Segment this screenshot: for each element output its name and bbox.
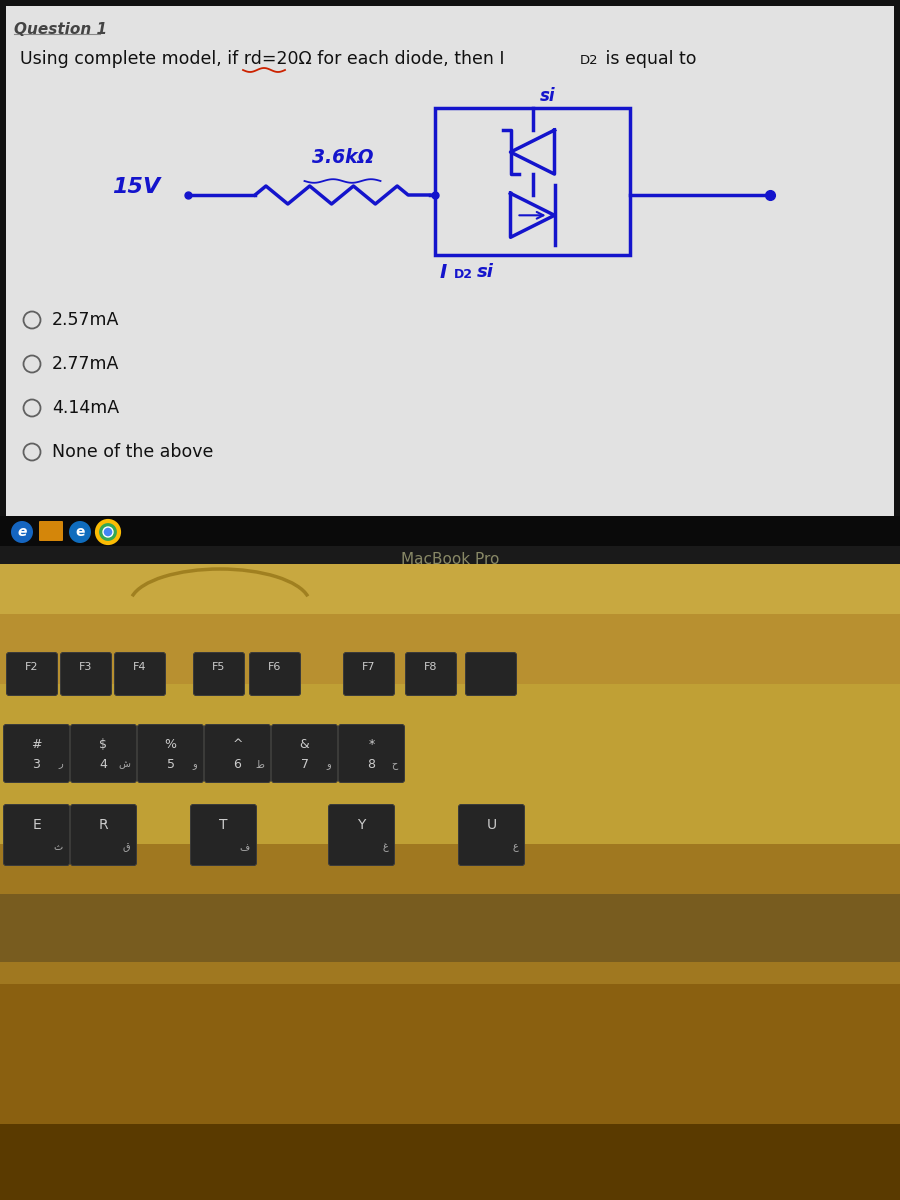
Text: 3: 3 [32,758,40,770]
Text: D2: D2 [580,54,598,67]
Text: و: و [326,760,331,769]
FancyBboxPatch shape [4,804,69,865]
FancyBboxPatch shape [138,725,203,782]
Text: Y: Y [357,818,365,832]
Text: MacBook Pro: MacBook Pro [400,552,500,568]
Text: ح: ح [392,760,398,769]
Bar [0,614,900,684]
Bar [0,0,900,546]
FancyBboxPatch shape [6,653,58,696]
Text: 15V: 15V [112,176,160,197]
Text: ر: ر [58,760,63,769]
Text: ^: ^ [232,738,243,751]
Text: si: si [540,86,555,104]
Text: ش: ش [118,760,130,769]
FancyBboxPatch shape [406,653,456,696]
FancyBboxPatch shape [114,653,166,696]
FancyBboxPatch shape [60,653,112,696]
FancyBboxPatch shape [204,725,271,782]
FancyBboxPatch shape [338,725,404,782]
Text: D2: D2 [454,268,473,281]
Circle shape [103,527,113,538]
Text: F4: F4 [133,662,147,672]
Text: e: e [76,526,85,539]
Text: 7: 7 [301,758,309,770]
Text: غ: غ [382,841,388,852]
Text: 4: 4 [100,758,107,770]
FancyBboxPatch shape [191,804,256,865]
Text: None of the above: None of the above [52,443,213,461]
Text: ف: ف [240,841,250,852]
Text: F2: F2 [25,662,39,672]
FancyBboxPatch shape [194,653,245,696]
Text: F7: F7 [362,662,376,672]
Text: ث: ث [54,841,63,852]
Text: 2.57mA: 2.57mA [52,311,120,329]
Text: 4.14mA: 4.14mA [52,398,119,416]
FancyBboxPatch shape [465,653,517,696]
Text: U: U [486,818,497,832]
Bar [0,894,900,962]
Circle shape [97,521,119,542]
FancyBboxPatch shape [344,653,394,696]
Bar [0,516,900,548]
Text: F5: F5 [212,662,226,672]
Text: 2.77mA: 2.77mA [52,355,120,373]
Text: R: R [99,818,108,832]
Text: &: & [300,738,310,751]
Circle shape [69,521,91,542]
Text: 3.6kΩ: 3.6kΩ [311,148,374,167]
Text: e: e [17,526,27,539]
Bar [435,108,630,254]
Bar [0,844,900,984]
Text: 5: 5 [166,758,175,770]
Text: E: E [32,818,40,832]
FancyBboxPatch shape [4,725,69,782]
FancyBboxPatch shape [328,804,394,865]
Text: Using complete model, if rd=20Ω for each diode, then I: Using complete model, if rd=20Ω for each… [20,50,505,68]
Text: F3: F3 [79,662,93,672]
Text: ط: ط [255,760,264,769]
Text: *: * [368,738,374,751]
Circle shape [11,521,33,542]
Bar [0,984,900,1124]
Text: T: T [220,818,228,832]
Text: Question 1: Question 1 [14,22,107,37]
Text: F6: F6 [268,662,282,672]
Text: و: و [193,760,197,769]
FancyBboxPatch shape [272,725,338,782]
Text: %: % [165,738,176,751]
Text: ع: ع [512,841,518,852]
FancyBboxPatch shape [39,521,63,541]
FancyBboxPatch shape [458,804,525,865]
Text: 8: 8 [367,758,375,770]
Text: F8: F8 [424,662,437,672]
Text: #: # [32,738,41,751]
Text: is equal to: is equal to [600,50,697,68]
Text: 6: 6 [234,758,241,770]
Bar [6,6,894,544]
Bar [0,684,900,844]
Bar [0,546,900,564]
FancyBboxPatch shape [249,653,301,696]
Text: si: si [477,263,494,281]
Text: I: I [440,263,447,282]
FancyBboxPatch shape [70,804,137,865]
FancyBboxPatch shape [70,725,137,782]
Bar [0,564,900,614]
Text: ق: ق [122,841,130,852]
Bar [0,1124,900,1200]
Text: $: $ [100,738,107,751]
